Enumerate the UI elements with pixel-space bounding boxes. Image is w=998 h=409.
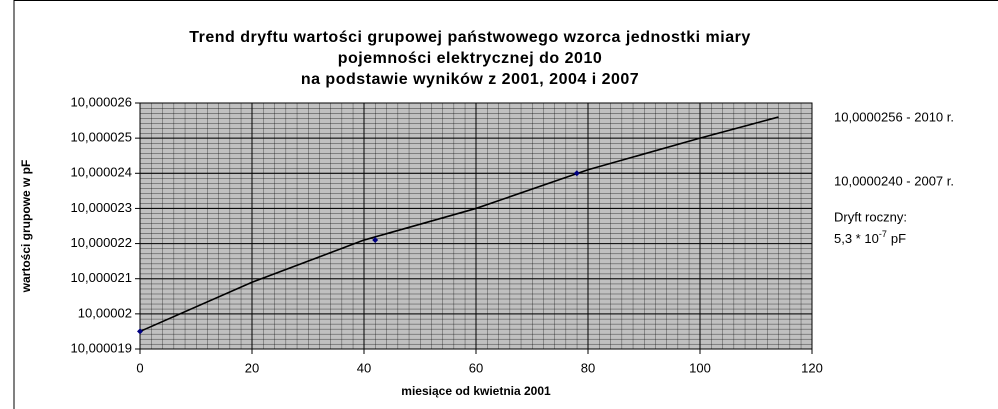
chart-title: pojemności elektrycznej do 2010 — [338, 50, 603, 67]
y-tick-label: 10,000024 — [71, 165, 132, 180]
y-tick-label: 10,000021 — [71, 270, 132, 285]
trend-line — [139, 116, 779, 333]
annotation: 10,0000256 - 2010 r. — [834, 109, 954, 124]
data-point — [137, 328, 143, 335]
data-point — [372, 237, 379, 244]
annotation: Dryft roczny: — [834, 209, 907, 224]
x-tick-label: 20 — [245, 360, 259, 375]
drift-unit: pF — [891, 231, 906, 246]
x-tick-label: 60 — [469, 360, 483, 375]
drift-annotation: 5,3 * 10-7 pF — [834, 229, 906, 246]
annotation: 10,0000240 - 2007 r. — [834, 173, 954, 188]
data-point — [573, 170, 580, 177]
y-tick-label: 10,00002 — [78, 305, 132, 320]
x-tick-label: 0 — [136, 360, 143, 375]
plot-border — [139, 102, 813, 350]
y-tick-label: 10,000026 — [71, 94, 132, 109]
x-tick-label: 40 — [357, 360, 371, 375]
x-tick-label: 80 — [581, 360, 595, 375]
drift-exponent: -7 — [879, 229, 887, 239]
y-tick-label: 10,000019 — [71, 340, 132, 355]
x-tick-label: 120 — [801, 360, 823, 375]
drift-base: 5,3 * 10 — [834, 231, 879, 246]
y-tick-label: 10,000023 — [71, 200, 132, 215]
x-axis-label: miesiące od kwietnia 2001 — [401, 384, 551, 398]
chart-title: na podstawie wyników z 2001, 2004 i 2007 — [301, 71, 639, 88]
y-axis-label: wartości grupowe w pF — [19, 160, 33, 294]
y-tick-label: 10,000025 — [71, 130, 132, 145]
y-tick-label: 10,000022 — [71, 235, 132, 250]
chart-frame — [13, 0, 998, 409]
x-tick-label: 100 — [689, 360, 711, 375]
chart-title: Trend dryftu wartości grupowej państwowe… — [189, 29, 750, 46]
